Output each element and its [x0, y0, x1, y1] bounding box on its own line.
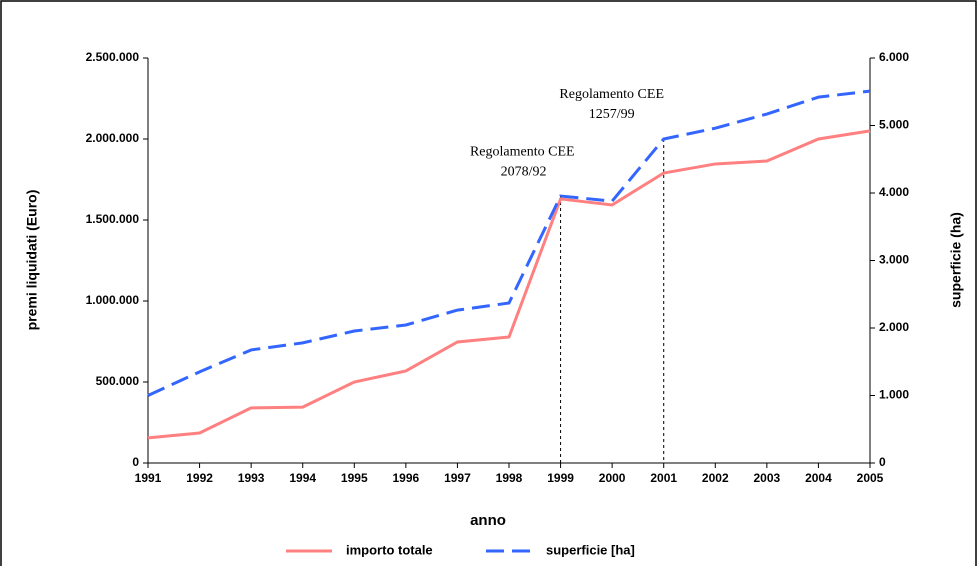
- x-tick-label: 1995: [341, 471, 368, 485]
- annotation-text: 2078/92: [501, 164, 547, 179]
- y2-tick-label: 6.000: [879, 50, 909, 64]
- y2-tick-label: 3.000: [879, 253, 909, 267]
- y2-tick-label: 0: [879, 455, 886, 469]
- y2-tick-label: 1.000: [879, 388, 909, 402]
- x-tick-label: 2000: [599, 471, 626, 485]
- y-tick-label: 2.000.000: [86, 131, 140, 145]
- y-tick-label: 0: [132, 455, 139, 469]
- annotation-text: Regolamento CEE: [470, 144, 575, 159]
- x-tick-label: 1997: [444, 471, 471, 485]
- legend-label: superficie [ha]: [546, 542, 635, 557]
- series-line: [147, 129, 871, 440]
- series-line: [147, 89, 871, 397]
- y-tick-label: 2.500.000: [86, 50, 140, 64]
- y-tick-label: 1.500.000: [86, 212, 140, 226]
- x-tick-label: 2003: [754, 471, 781, 485]
- annotation-text: Regolamento CEE: [559, 87, 664, 102]
- x-tick-label: 2004: [805, 471, 832, 485]
- x-tick-label: 1999: [547, 471, 574, 485]
- y2-tick-label: 4.000: [879, 185, 909, 199]
- x-tick-label: 2001: [650, 471, 677, 485]
- x-tick-label: 1998: [496, 471, 523, 485]
- y2-axis-title: superficie (ha): [948, 212, 964, 308]
- x-axis-title: anno: [470, 512, 506, 529]
- y2-tick-label: 5.000: [879, 118, 909, 132]
- y-tick-label: 1.000.000: [86, 293, 140, 307]
- x-tick-label: 1993: [238, 471, 265, 485]
- y2-tick-label: 2.000: [879, 320, 909, 334]
- annotation-text: 1257/99: [589, 107, 635, 122]
- x-tick-label: 1996: [393, 471, 420, 485]
- x-tick-label: 2005: [857, 471, 884, 485]
- legend-label: importo totale: [346, 542, 433, 557]
- x-tick-label: 1992: [186, 471, 213, 485]
- x-tick-label: 1991: [135, 471, 162, 485]
- x-tick-label: 1994: [289, 471, 316, 485]
- y-tick-label: 500.000: [96, 374, 140, 388]
- y-axis-title: premi liquidati (Euro): [24, 190, 40, 331]
- x-tick-label: 2002: [702, 471, 729, 485]
